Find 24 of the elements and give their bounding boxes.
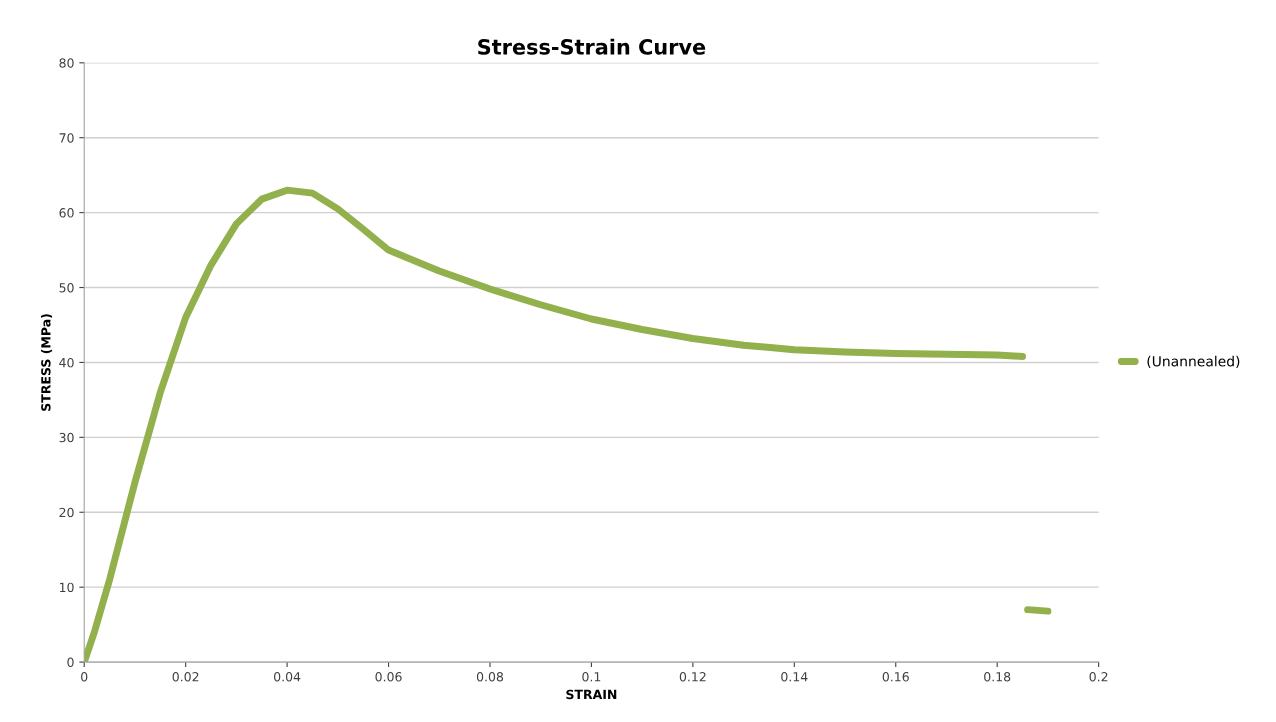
chart-title: Stress-Strain Curve: [478, 38, 706, 55]
y-tick-label: 50: [59, 283, 74, 293]
x-tick-label: 0.12: [679, 672, 706, 682]
x-tick-label: 0.04: [274, 672, 301, 682]
x-tick-label: 0.02: [172, 672, 199, 682]
y-tick-label: 30: [59, 432, 74, 443]
x-tick-label: 0: [81, 672, 88, 682]
x-tick-label: 0.14: [781, 672, 808, 682]
x-tick-label: 0.06: [375, 672, 402, 682]
y-tick-label: 40: [59, 357, 74, 368]
y-axis-title: STRESS (MPa): [40, 314, 53, 411]
x-tick-label: 0.16: [882, 672, 909, 682]
y-tick-label: 60: [59, 208, 74, 218]
y-tick-label: 10: [59, 582, 74, 593]
y-tick-label: 70: [59, 133, 74, 143]
y-tick-label: 20: [59, 507, 74, 518]
y-tick-label: 0: [67, 657, 74, 667]
x-tick-label: 0.08: [476, 672, 504, 682]
y-tick-label: 80: [59, 58, 74, 68]
x-tick-label: 0.18: [984, 672, 1011, 682]
x-tick-label: 0.2: [1089, 672, 1108, 682]
legend-label: (Unannealed): [1147, 355, 1240, 369]
x-tick-label: 0.1: [582, 672, 601, 682]
x-axis-title: STRAIN: [566, 689, 617, 700]
